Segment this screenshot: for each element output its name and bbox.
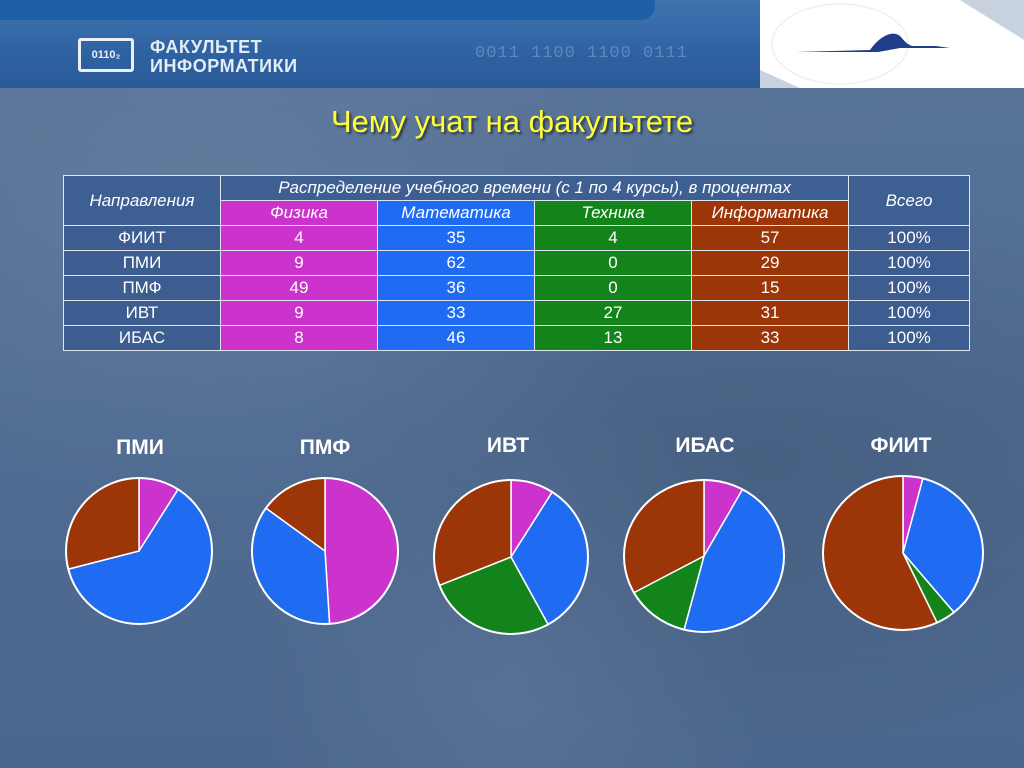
col-total-header: Всего	[848, 175, 971, 226]
pie-slice-physics	[703, 479, 744, 559]
pie-slice-math	[902, 477, 984, 614]
pie-title-pmi: ПМИ	[116, 436, 164, 459]
cell-informatics: 57	[690, 225, 850, 251]
cell-informatics: 33	[690, 325, 850, 351]
header-binary-text: 0011 1100 1100 0111	[475, 44, 688, 63]
subject-header-physics: Физика	[220, 200, 378, 226]
pie-slice-physics	[138, 477, 180, 554]
logo-mark: 0110₂	[91, 49, 121, 61]
row-direction: ФИИТ	[63, 225, 221, 251]
cell-physics: 49	[220, 275, 378, 301]
table-row: ИБАС 8 46 13 33 100%	[63, 325, 971, 351]
subject-header-tech: Техника	[534, 200, 692, 226]
pie-outline	[433, 479, 589, 635]
table-body: ФИИТ 4 35 4 57 100% ПМИ 9 62 0 29 100% ПМФ 49 36 0 15 100…	[63, 225, 971, 351]
pie-slice-informatics	[822, 475, 939, 631]
pie-slice-math	[251, 507, 331, 625]
distribution-table: Направления Распределение учебного време…	[63, 175, 971, 351]
cell-physics: 9	[220, 300, 378, 326]
cell-tech: 0	[534, 250, 692, 276]
pie-outline	[251, 477, 399, 625]
pie-slice-math	[67, 488, 213, 625]
col-group-header: Распределение учебного времени (с 1 по 4…	[219, 175, 850, 201]
cell-math: 62	[377, 250, 535, 276]
cell-tech: 4	[534, 225, 692, 251]
subject-header-math: Математика	[377, 200, 535, 226]
slide-title: Чему учат на факультете	[330, 104, 694, 139]
table-row: ПМИ 9 62 0 29 100%	[63, 250, 971, 276]
row-total: 100%	[848, 300, 971, 326]
pie-slice-informatics	[65, 477, 140, 571]
faculty-name-line2: ИНФОРМАТИКИ	[150, 56, 298, 76]
cell-informatics: 15	[690, 275, 850, 301]
row-total: 100%	[848, 225, 971, 251]
pie-outline	[65, 477, 213, 625]
pie-title-ivt: ИВТ	[486, 434, 530, 457]
pie-slice-informatics	[433, 479, 512, 587]
pie-title-ibas: ИБАС	[675, 434, 735, 457]
emblem-icon	[760, 0, 1024, 88]
cell-tech: 27	[534, 300, 692, 326]
pie-slice-tech	[902, 552, 956, 624]
cell-physics: 4	[220, 225, 378, 251]
cell-math: 36	[377, 275, 535, 301]
cell-math: 46	[377, 325, 535, 351]
table-row: ФИИТ 4 35 4 57 100%	[63, 225, 971, 251]
pie-slice-physics	[324, 477, 399, 625]
table-row: ПМФ 49 36 0 15 100%	[63, 275, 971, 301]
pie-slice-physics	[510, 479, 554, 560]
pie-slice-informatics	[623, 479, 705, 594]
faculty-logo-icon: 0110₂	[78, 38, 134, 72]
row-total: 100%	[848, 275, 971, 301]
cell-tech: 13	[534, 325, 692, 351]
row-direction: ПМФ	[63, 275, 221, 301]
cell-informatics: 29	[690, 250, 850, 276]
slide-header: 0011 1100 1100 0111 0110₂ ФАКУЛЬТЕТ ИНФО…	[0, 0, 1024, 88]
cell-physics: 9	[220, 250, 378, 276]
pie-slice-physics	[902, 475, 924, 554]
faculty-name: ФАКУЛЬТЕТ ИНФОРМАТИКИ	[150, 38, 298, 76]
cell-physics: 8	[220, 325, 378, 351]
faculty-name-line1: ФАКУЛЬТЕТ	[150, 37, 263, 57]
subject-header-informatics: Информатика	[690, 200, 850, 226]
row-total: 100%	[848, 250, 971, 276]
pie-outline	[822, 475, 984, 631]
pie-slice-tech	[632, 554, 706, 631]
row-direction: ИВТ	[63, 300, 221, 326]
pie-outline	[623, 479, 785, 633]
col-directions-header: Направления	[63, 175, 221, 226]
cell-math: 35	[377, 225, 535, 251]
pie-slice-tech	[438, 556, 550, 635]
pie-slice-informatics	[264, 477, 326, 553]
pie-title-pmf: ПМФ	[299, 436, 351, 459]
row-direction: ПМИ	[63, 250, 221, 276]
table-row: ИВТ 9 33 27 31 100%	[63, 300, 971, 326]
header-top-band	[0, 0, 655, 20]
cell-informatics: 31	[690, 300, 850, 326]
cell-math: 33	[377, 300, 535, 326]
cell-tech: 0	[534, 275, 692, 301]
row-direction: ИБАС	[63, 325, 221, 351]
row-total: 100%	[848, 325, 971, 351]
university-emblem	[760, 0, 1024, 88]
pie-title-fiit: ФИИТ	[870, 434, 932, 457]
pie-slice-math	[510, 490, 589, 626]
pie-slice-math	[683, 488, 785, 633]
